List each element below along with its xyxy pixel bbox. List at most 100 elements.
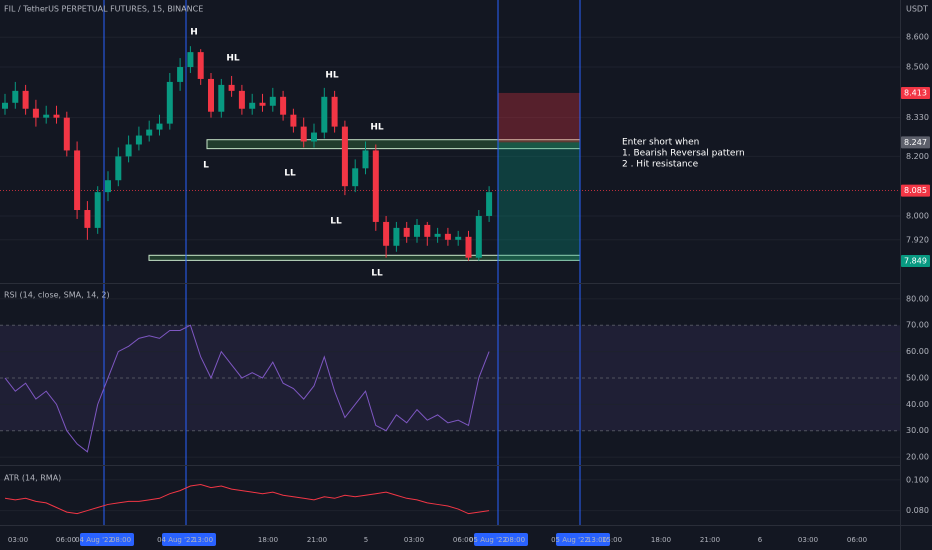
candle-body bbox=[74, 150, 81, 211]
candle-body bbox=[2, 102, 8, 109]
time-highlight bbox=[80, 533, 134, 546]
price-badge bbox=[901, 254, 930, 267]
symbol-title: FIL / TetherUS PERPETUAL FUTURES, 15, BI… bbox=[4, 5, 203, 14]
candle-body bbox=[166, 81, 173, 124]
pattern-label: LL bbox=[330, 217, 342, 227]
rsi-line bbox=[4, 324, 490, 453]
rsi-tick-label: 80.00 bbox=[906, 294, 929, 303]
rsi-tick-label: 20.00 bbox=[906, 453, 929, 462]
time-label: 03:00 bbox=[8, 536, 28, 544]
candle-body bbox=[115, 156, 122, 181]
note-line: 1. Bearish Reversal pattern bbox=[622, 149, 745, 159]
candle-body bbox=[12, 90, 19, 103]
candle-body bbox=[269, 96, 276, 106]
candle-body bbox=[53, 114, 60, 118]
price-badge bbox=[901, 184, 930, 197]
candle-body bbox=[280, 96, 287, 115]
candle-body bbox=[218, 84, 225, 112]
candle-body bbox=[465, 236, 472, 258]
candle-body bbox=[290, 114, 297, 127]
candle-body bbox=[362, 150, 369, 169]
time-highlight bbox=[474, 533, 528, 546]
price-tick-label: 8.600 bbox=[906, 33, 929, 42]
price-tick-label: 8.000 bbox=[906, 211, 929, 220]
candle-body bbox=[238, 90, 245, 109]
note-line: Enter short when bbox=[622, 138, 699, 148]
time-label: 05 Aug '22 bbox=[551, 536, 589, 544]
time-label: 13:00 bbox=[587, 536, 607, 544]
atr-tick-label: 0.080 bbox=[906, 506, 929, 515]
time-label: 04 Aug '22 bbox=[75, 536, 113, 544]
pattern-label: HL bbox=[226, 54, 240, 64]
pattern-label: L bbox=[203, 161, 209, 171]
candle-body bbox=[84, 210, 91, 228]
rsi-tick-label: 50.00 bbox=[906, 373, 929, 382]
candle-body bbox=[424, 224, 431, 237]
price-badge-label: 8.247 bbox=[904, 138, 927, 147]
candle-body bbox=[249, 102, 256, 109]
candle-body bbox=[321, 96, 328, 133]
candle-body bbox=[105, 180, 111, 193]
price-badge bbox=[901, 86, 930, 99]
candle-body bbox=[341, 126, 348, 187]
stop-box bbox=[498, 92, 580, 143]
atr-line bbox=[4, 483, 490, 515]
rsi-tick-label: 30.00 bbox=[906, 426, 929, 435]
time-label: 03:00 bbox=[404, 536, 424, 544]
price-badge-label: 8.085 bbox=[904, 186, 927, 195]
time-label: 6 bbox=[758, 536, 763, 544]
candle-body bbox=[187, 52, 194, 68]
time-label: 06:00 bbox=[56, 536, 76, 544]
time-label: 06:00 bbox=[453, 536, 473, 544]
time-label: 03:00 bbox=[798, 536, 818, 544]
price-tick-label: 8.330 bbox=[906, 113, 929, 122]
time-label: 08:00 bbox=[111, 536, 131, 544]
candle-body bbox=[125, 144, 132, 157]
candle-body bbox=[156, 123, 163, 130]
pattern-label: HL bbox=[370, 123, 384, 133]
time-label: 06:00 bbox=[847, 536, 867, 544]
atr-tick-label: 0.100 bbox=[906, 475, 929, 484]
candle-body bbox=[177, 67, 184, 82]
price-tick-label: 7.920 bbox=[906, 235, 929, 244]
time-label: 21:00 bbox=[700, 536, 720, 544]
target-box bbox=[498, 142, 580, 261]
candle-body bbox=[455, 236, 462, 240]
time-highlight bbox=[162, 533, 216, 546]
candle-body bbox=[197, 52, 204, 79]
candle-body bbox=[331, 96, 338, 127]
candle-body bbox=[414, 224, 420, 237]
candle-body bbox=[135, 135, 142, 145]
time-label: 18:00 bbox=[258, 536, 278, 544]
rsi-label: RSI (14, close, SMA, 14, 2) bbox=[4, 291, 110, 300]
time-label: 13:00 bbox=[193, 536, 213, 544]
candle-body bbox=[393, 227, 400, 246]
time-label: 05 Aug '22 bbox=[469, 536, 507, 544]
candle-body bbox=[300, 126, 307, 142]
price-tick-label: 8.500 bbox=[906, 63, 929, 72]
time-label: 08:00 bbox=[505, 536, 525, 544]
time-label: 15:00 bbox=[602, 536, 622, 544]
atr-label: ATR (14, RMA) bbox=[4, 474, 61, 483]
candle-body bbox=[259, 102, 266, 106]
time-label: 5 bbox=[364, 536, 368, 544]
candle-body bbox=[146, 129, 153, 136]
candle-body bbox=[444, 233, 451, 240]
rsi-tick-label: 70.00 bbox=[906, 321, 929, 330]
pattern-label: LL bbox=[371, 269, 383, 279]
pattern-label: HL bbox=[325, 71, 339, 81]
candle-body bbox=[43, 114, 50, 118]
candle-body bbox=[383, 221, 390, 246]
candle-body bbox=[228, 84, 235, 91]
candle-body bbox=[372, 150, 379, 222]
price-badge-label: 8.413 bbox=[904, 88, 927, 97]
pattern-label: H bbox=[190, 28, 198, 38]
time-highlight bbox=[556, 533, 610, 546]
candle-body bbox=[32, 108, 39, 118]
time-label: 21:00 bbox=[307, 536, 327, 544]
price-badge bbox=[901, 136, 930, 149]
price-tick-label: 8.200 bbox=[906, 152, 929, 161]
time-label: 04 Aug '22 bbox=[157, 536, 195, 544]
